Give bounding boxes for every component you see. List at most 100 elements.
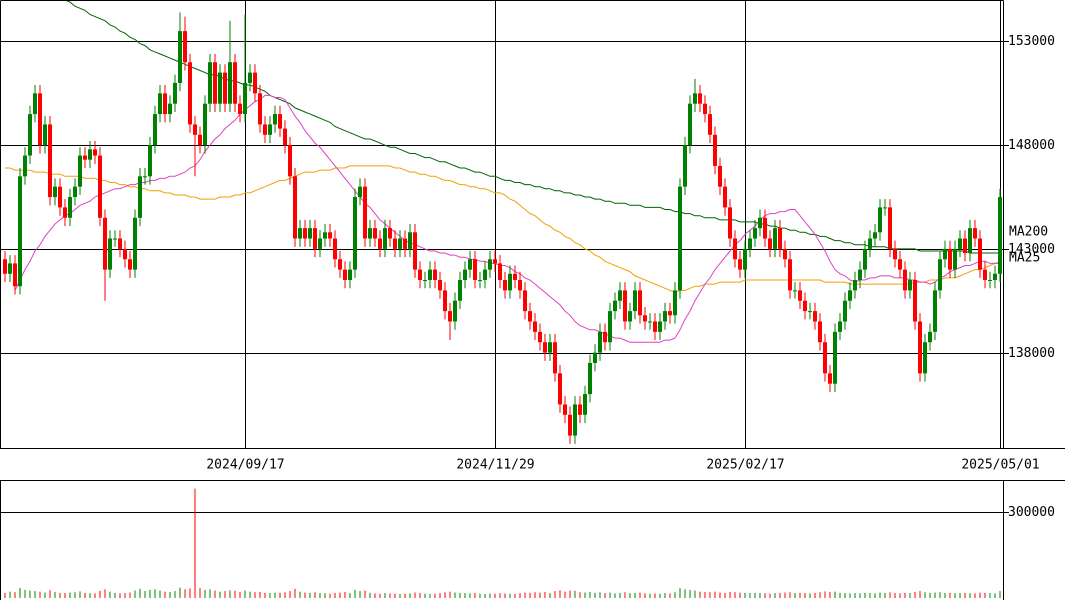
volume-bar: [489, 593, 491, 598]
volume-bar: [124, 593, 126, 598]
volume-bar: [169, 591, 171, 598]
volume-bar: [989, 593, 991, 598]
volume-bar: [669, 593, 671, 598]
candle-body: [413, 232, 417, 270]
candle-body: [873, 232, 877, 239]
candle-body: [253, 72, 257, 94]
candle-body: [108, 238, 112, 270]
volume-bar: [764, 593, 766, 598]
candle-body: [383, 228, 387, 249]
volume-bar: [224, 591, 226, 598]
candle-body: [428, 269, 432, 280]
volume-bar: [439, 593, 441, 598]
candle-body: [498, 263, 502, 280]
candle-body: [38, 93, 42, 146]
candle-body: [218, 72, 222, 104]
volume-bar: [229, 590, 231, 598]
volume-bar: [739, 592, 741, 598]
volume-bar: [659, 593, 661, 598]
candle-body: [713, 134, 717, 166]
candle-body: [93, 149, 97, 156]
legend-label: MA25: [1009, 251, 1040, 266]
candle-body: [708, 114, 712, 135]
volume-bar: [399, 593, 401, 598]
volume-bar: [559, 590, 561, 598]
candle-body: [48, 124, 52, 198]
candle-body: [738, 259, 742, 270]
volume-bar: [444, 592, 446, 598]
candle-body: [103, 217, 107, 270]
candle-body: [918, 321, 922, 374]
volume-bar: [809, 593, 811, 598]
volume-bar: [59, 592, 61, 598]
candle-body: [323, 232, 327, 239]
volume-bar: [589, 591, 591, 598]
y-tick-label: 138000: [1008, 346, 1055, 361]
candle-body: [308, 228, 312, 239]
volume-bar: [539, 592, 541, 598]
candle-body: [503, 280, 507, 291]
candle-body: [278, 114, 282, 129]
candle-body: [353, 197, 357, 270]
candle-body: [328, 232, 332, 239]
volume-bar: [554, 591, 556, 598]
candle-body: [768, 238, 772, 249]
candle-body: [563, 404, 567, 415]
volume-bar: [749, 593, 751, 598]
volume-bar: [64, 593, 66, 598]
volume-bar: [304, 592, 306, 598]
candle-body: [18, 176, 22, 287]
volume-bar: [39, 591, 41, 598]
candle-body: [773, 228, 777, 249]
volume-bar: [324, 593, 326, 598]
candle-body: [468, 259, 472, 270]
candle-body: [433, 269, 437, 280]
label-layer: 138000 143000 148000 153000 300000 2024/09/17…: [206, 34, 1055, 520]
candle-body: [508, 273, 512, 291]
y-tick-label: 148000: [1008, 138, 1055, 153]
volume-bar: [104, 589, 106, 598]
candle-body: [923, 342, 927, 374]
volume-bar: [654, 593, 656, 598]
candle-body: [978, 238, 982, 270]
legend-label: MA200: [1009, 225, 1048, 240]
volume-bar: [689, 589, 691, 598]
volume-bar: [89, 593, 91, 598]
volume-bar: [234, 590, 236, 598]
volume-bar: [509, 593, 511, 598]
volume-bar: [389, 593, 391, 598]
volume-bar: [249, 591, 251, 598]
candle-body: [703, 103, 707, 115]
candle-body: [948, 248, 952, 270]
candle-body: [408, 232, 412, 249]
volume-bar: [904, 592, 906, 598]
candle-body: [878, 207, 882, 233]
volume-bar: [889, 592, 891, 598]
candle-body: [393, 238, 397, 249]
candle-body: [238, 103, 242, 115]
volume-bar: [884, 592, 886, 598]
candle-body: [998, 197, 1002, 274]
ma-line: [14, 94, 1000, 343]
candle-body: [258, 93, 262, 125]
candle-body: [363, 186, 367, 239]
volume-bar: [194, 488, 196, 598]
candle-body: [43, 124, 47, 146]
volume-bar: [679, 588, 681, 598]
candle-body: [233, 62, 237, 104]
volume-bar: [684, 589, 686, 598]
volume-bar: [464, 593, 466, 598]
candle-body: [633, 290, 637, 312]
volume-bar: [54, 591, 56, 598]
volume-bar: [894, 593, 896, 598]
volume-bar: [469, 593, 471, 598]
candle-body: [983, 269, 987, 280]
candle-body: [378, 238, 382, 249]
volume-bar: [299, 591, 301, 598]
volume-bar: [479, 593, 481, 598]
volume-bar: [929, 592, 931, 598]
candle-body: [583, 394, 587, 415]
candle-body: [228, 62, 232, 104]
candle-body: [348, 269, 352, 280]
